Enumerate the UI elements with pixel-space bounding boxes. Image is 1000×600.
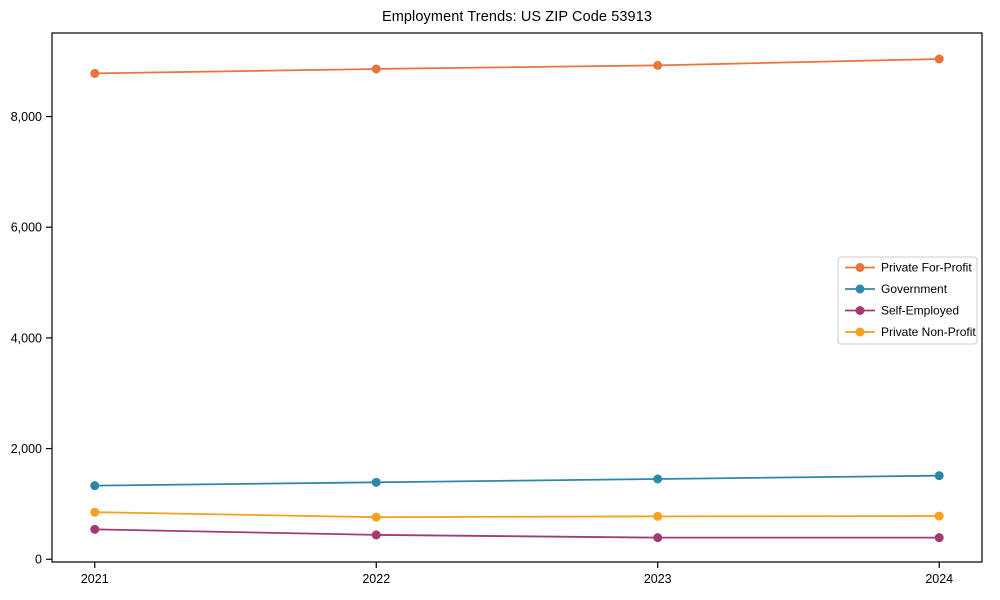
y-axis-tick-label: 4,000: [11, 331, 42, 345]
data-point-private-non-profit-2023: [653, 511, 663, 521]
data-point-private-non-profit-2024: [934, 511, 944, 521]
data-point-private-for-profit-2021: [90, 68, 100, 78]
data-point-government-2024: [934, 471, 944, 481]
series-line-private-for-profit: [94, 58, 940, 75]
data-point-private-for-profit-2023: [653, 60, 663, 70]
y-axis-tick-label: 0: [35, 553, 42, 567]
y-axis-tick-label: 6,000: [11, 221, 42, 235]
legend-marker-self-employed: [855, 306, 865, 315]
y-axis-tick-label: 8,000: [11, 110, 42, 124]
legend-label-private-for-profit: Private For-Profit: [881, 261, 972, 275]
data-point-private-non-profit-2022: [371, 512, 381, 522]
x-axis-tick-label: 2023: [644, 572, 672, 586]
data-point-self-employed-2024: [934, 533, 944, 543]
legend-marker-government: [855, 284, 865, 294]
x-axis-tick-label: 2024: [925, 572, 953, 586]
data-point-self-employed-2022: [371, 530, 381, 540]
x-axis-tick-label: 2022: [362, 572, 390, 586]
data-point-private-non-profit-2021: [90, 507, 100, 517]
data-point-government-2021: [90, 481, 100, 491]
series-line-private-non-profit: [94, 511, 940, 519]
x-axis-tick-label: 2021: [81, 572, 109, 586]
data-point-government-2023: [653, 474, 663, 484]
data-point-self-employed-2023: [653, 533, 663, 543]
legend-box: [837, 256, 978, 345]
data-point-private-for-profit-2022: [371, 64, 381, 74]
series-line-government: [94, 474, 940, 487]
chart-title: Employment Trends: US ZIP Code 53913: [381, 9, 653, 25]
data-point-government-2022: [371, 477, 381, 487]
series-line-self-employed: [94, 528, 940, 539]
legend-label-government: Government: [881, 282, 948, 296]
data-point-private-for-profit-2024: [934, 54, 944, 64]
legend-label-self-employed: Self-Employed: [881, 304, 959, 318]
legend-marker-private-non-profit: [855, 327, 865, 337]
legend-marker-private-for-profit: [855, 263, 865, 272]
data-point-self-employed-2021: [90, 524, 100, 534]
legend-label-private-non-profit: Private Non-Profit: [881, 325, 976, 339]
plot-border: [51, 32, 983, 563]
y-axis-tick-label: 2,000: [11, 442, 42, 456]
